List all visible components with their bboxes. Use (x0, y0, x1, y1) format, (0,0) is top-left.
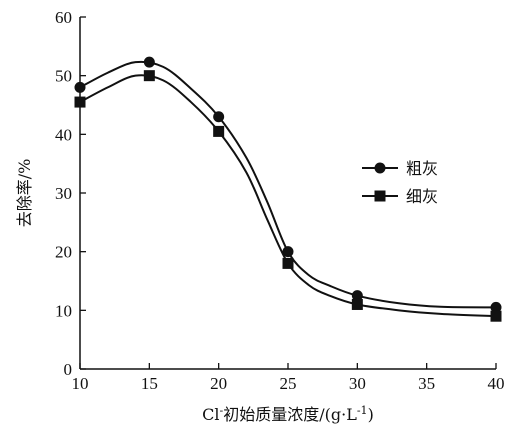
x-title-unit-exponent: -1 (357, 404, 368, 417)
x-tick-label: 20 (210, 374, 227, 393)
square-marker (490, 310, 502, 322)
y-axis-title: 去除率/% (15, 159, 34, 228)
x-title-ion-charge: - (220, 404, 224, 417)
legend-marker (374, 162, 386, 174)
circle-marker (213, 111, 225, 123)
legend-item: 细灰 (362, 187, 438, 206)
square-marker (282, 257, 294, 269)
circle-marker (490, 301, 502, 313)
circle-marker (74, 81, 86, 93)
x-tick-label: 40 (488, 374, 505, 393)
y-axis-ticks: 0 10 20 30 40 50 60 (55, 8, 86, 379)
y-tick-label: 0 (64, 360, 73, 379)
y-tick-label: 50 (55, 67, 72, 86)
x-title-ion: Cl (202, 405, 219, 424)
x-axis-title: Cl-初始质量浓度/(g·L-1) (202, 404, 374, 425)
circle-marker (143, 56, 155, 68)
x-tick-label: 10 (72, 374, 89, 393)
square-marker (143, 70, 155, 82)
legend-label: 细灰 (406, 187, 438, 206)
circle-marker (351, 290, 363, 302)
x-title-text: 初始质量浓度/(g·L (223, 405, 357, 424)
series-1 (74, 56, 502, 313)
y-tick-label: 30 (55, 184, 72, 203)
legend-label: 粗灰 (406, 159, 438, 178)
square-marker (351, 298, 363, 310)
series-line (79, 60, 497, 309)
x-tick-label: 35 (418, 374, 435, 393)
y-tick-label: 10 (55, 301, 72, 320)
series-line (79, 74, 497, 318)
legend-item: 粗灰 (362, 159, 438, 178)
legend-marker (374, 190, 386, 202)
circle-marker (282, 246, 294, 258)
y-tick-label: 60 (55, 8, 72, 27)
x-tick-label: 30 (349, 374, 366, 393)
series-layer (74, 56, 502, 322)
y-tick-label: 40 (55, 125, 72, 144)
x-tick-label: 15 (141, 374, 158, 393)
square-marker (213, 125, 225, 137)
x-tick-label: 25 (280, 374, 297, 393)
series-2 (74, 70, 502, 322)
y-tick-label: 20 (55, 243, 72, 262)
x-axis-ticks: 10 15 20 25 30 35 40 (72, 363, 505, 393)
square-marker (74, 96, 86, 108)
x-title-close: ) (368, 405, 374, 424)
